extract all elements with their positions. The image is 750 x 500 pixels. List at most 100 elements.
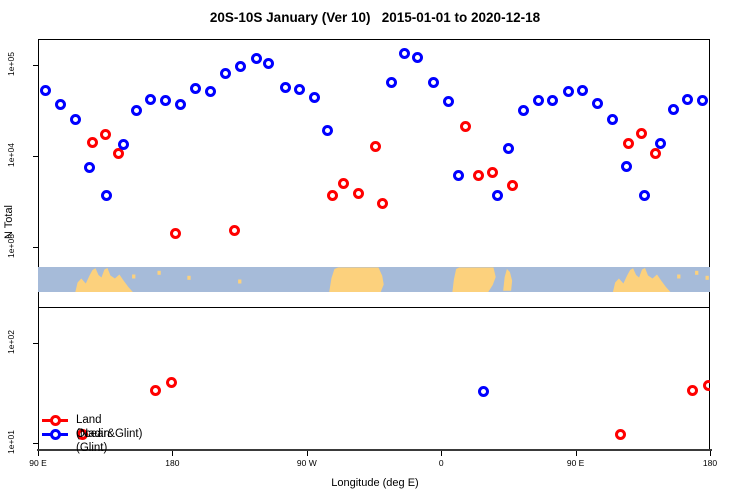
data-point-land — [76, 429, 88, 441]
data-point-ocean — [606, 113, 618, 125]
data-point-land — [338, 178, 350, 190]
x-tick-label: 180 — [165, 458, 180, 468]
data-point-land — [702, 380, 710, 392]
data-point-ocean — [293, 84, 305, 96]
map-island — [677, 274, 681, 279]
legend-circle-icon — [50, 429, 61, 440]
data-point-ocean — [83, 161, 95, 173]
data-point-ocean — [101, 190, 113, 202]
data-point-ocean — [442, 96, 454, 108]
data-point-ocean — [428, 76, 440, 88]
data-point-land — [614, 429, 626, 441]
data-point-ocean — [503, 142, 515, 154]
data-point-ocean — [398, 48, 410, 60]
map-land-australia — [75, 268, 133, 292]
map-island — [187, 275, 191, 280]
x-tick-mark — [441, 451, 443, 456]
data-point-ocean — [518, 105, 530, 117]
data-point-ocean — [532, 95, 544, 107]
legend-label-land: Land (Nadir&Glint) — [76, 414, 143, 440]
data-point-ocean — [576, 84, 588, 96]
data-point-land — [487, 167, 499, 179]
data-point-ocean — [477, 386, 489, 398]
data-point-ocean — [682, 94, 694, 106]
data-point-land — [352, 188, 364, 200]
data-point-land — [369, 141, 381, 153]
data-point-land — [622, 137, 634, 149]
data-point-ocean — [145, 94, 157, 106]
x-tick-mark — [38, 451, 39, 456]
y-tick-label: 1e+02 — [6, 330, 16, 354]
chart-title: 20S-10S January (Ver 10) 2015-01-01 to 2… — [209, 10, 541, 25]
data-point-ocean — [491, 190, 503, 202]
data-point-land — [506, 179, 518, 191]
data-point-land — [472, 169, 484, 181]
map-land-africa — [452, 267, 496, 292]
data-point-ocean — [309, 92, 320, 104]
data-point-land — [165, 376, 177, 388]
y-tick-mark — [33, 65, 38, 66]
data-point-land — [169, 227, 181, 239]
data-point-ocean — [322, 124, 334, 136]
data-point-ocean — [54, 99, 66, 111]
data-point-ocean — [620, 161, 632, 173]
data-point-ocean — [263, 58, 275, 70]
map-island — [157, 270, 161, 275]
data-point-land — [149, 385, 161, 397]
data-point-ocean — [696, 95, 708, 107]
data-point-ocean — [453, 169, 465, 181]
data-point-land — [377, 197, 389, 209]
x-tick-label: 0 — [438, 458, 444, 468]
y-tick-label: 1e+04 — [6, 143, 16, 167]
data-point-ocean — [280, 81, 292, 93]
x-tick-mark — [306, 451, 308, 456]
data-point-ocean — [40, 84, 52, 96]
map-land-madagascar — [503, 269, 513, 291]
x-tick-label: 90 E — [566, 458, 585, 468]
y-tick-label: 1e+05 — [6, 52, 16, 76]
data-point-ocean — [204, 86, 216, 98]
x-tick-mark — [172, 451, 174, 456]
data-point-ocean — [591, 98, 603, 110]
legend-label-ocean: Ocean (Glint) — [76, 428, 110, 454]
data-point-ocean — [654, 137, 666, 149]
data-point-ocean — [386, 77, 398, 89]
y-tick-mark — [33, 247, 38, 248]
y-tick-mark — [33, 156, 38, 157]
x-tick-label: 90 E — [29, 458, 47, 468]
data-point-land — [649, 148, 661, 160]
data-point-land — [86, 136, 98, 148]
legend-circle-icon — [50, 415, 61, 426]
y-tick-mark — [33, 343, 38, 344]
data-point-ocean — [131, 105, 142, 117]
data-point-land — [228, 224, 240, 236]
map-island — [695, 270, 699, 275]
data-point-ocean — [69, 113, 81, 125]
data-point-ocean — [562, 86, 574, 98]
data-point-land — [327, 190, 339, 202]
data-point-land — [636, 127, 648, 139]
x-tick-mark — [575, 451, 577, 456]
data-point-ocean — [638, 190, 650, 202]
panel-separator-line — [38, 307, 710, 308]
map-island — [132, 274, 136, 279]
y-tick-mark — [33, 443, 38, 444]
data-point-ocean — [412, 51, 424, 63]
data-point-land — [112, 148, 124, 160]
data-point-ocean — [547, 95, 559, 107]
x-axis-line — [37, 449, 712, 451]
data-point-ocean — [175, 99, 187, 111]
data-point-land — [686, 385, 698, 397]
data-point-ocean — [250, 53, 262, 65]
map-land-south-america — [329, 267, 384, 292]
y-tick-label: 1e+03 — [6, 234, 16, 258]
x-tick-mark — [710, 451, 711, 456]
data-point-ocean — [234, 60, 246, 72]
data-point-land — [459, 120, 471, 132]
y-tick-label: 1e+01 — [6, 430, 16, 454]
x-tick-label: 180 — [702, 458, 718, 468]
map-island — [238, 279, 242, 284]
data-point-land — [99, 129, 111, 141]
world-map-strip — [38, 267, 710, 292]
